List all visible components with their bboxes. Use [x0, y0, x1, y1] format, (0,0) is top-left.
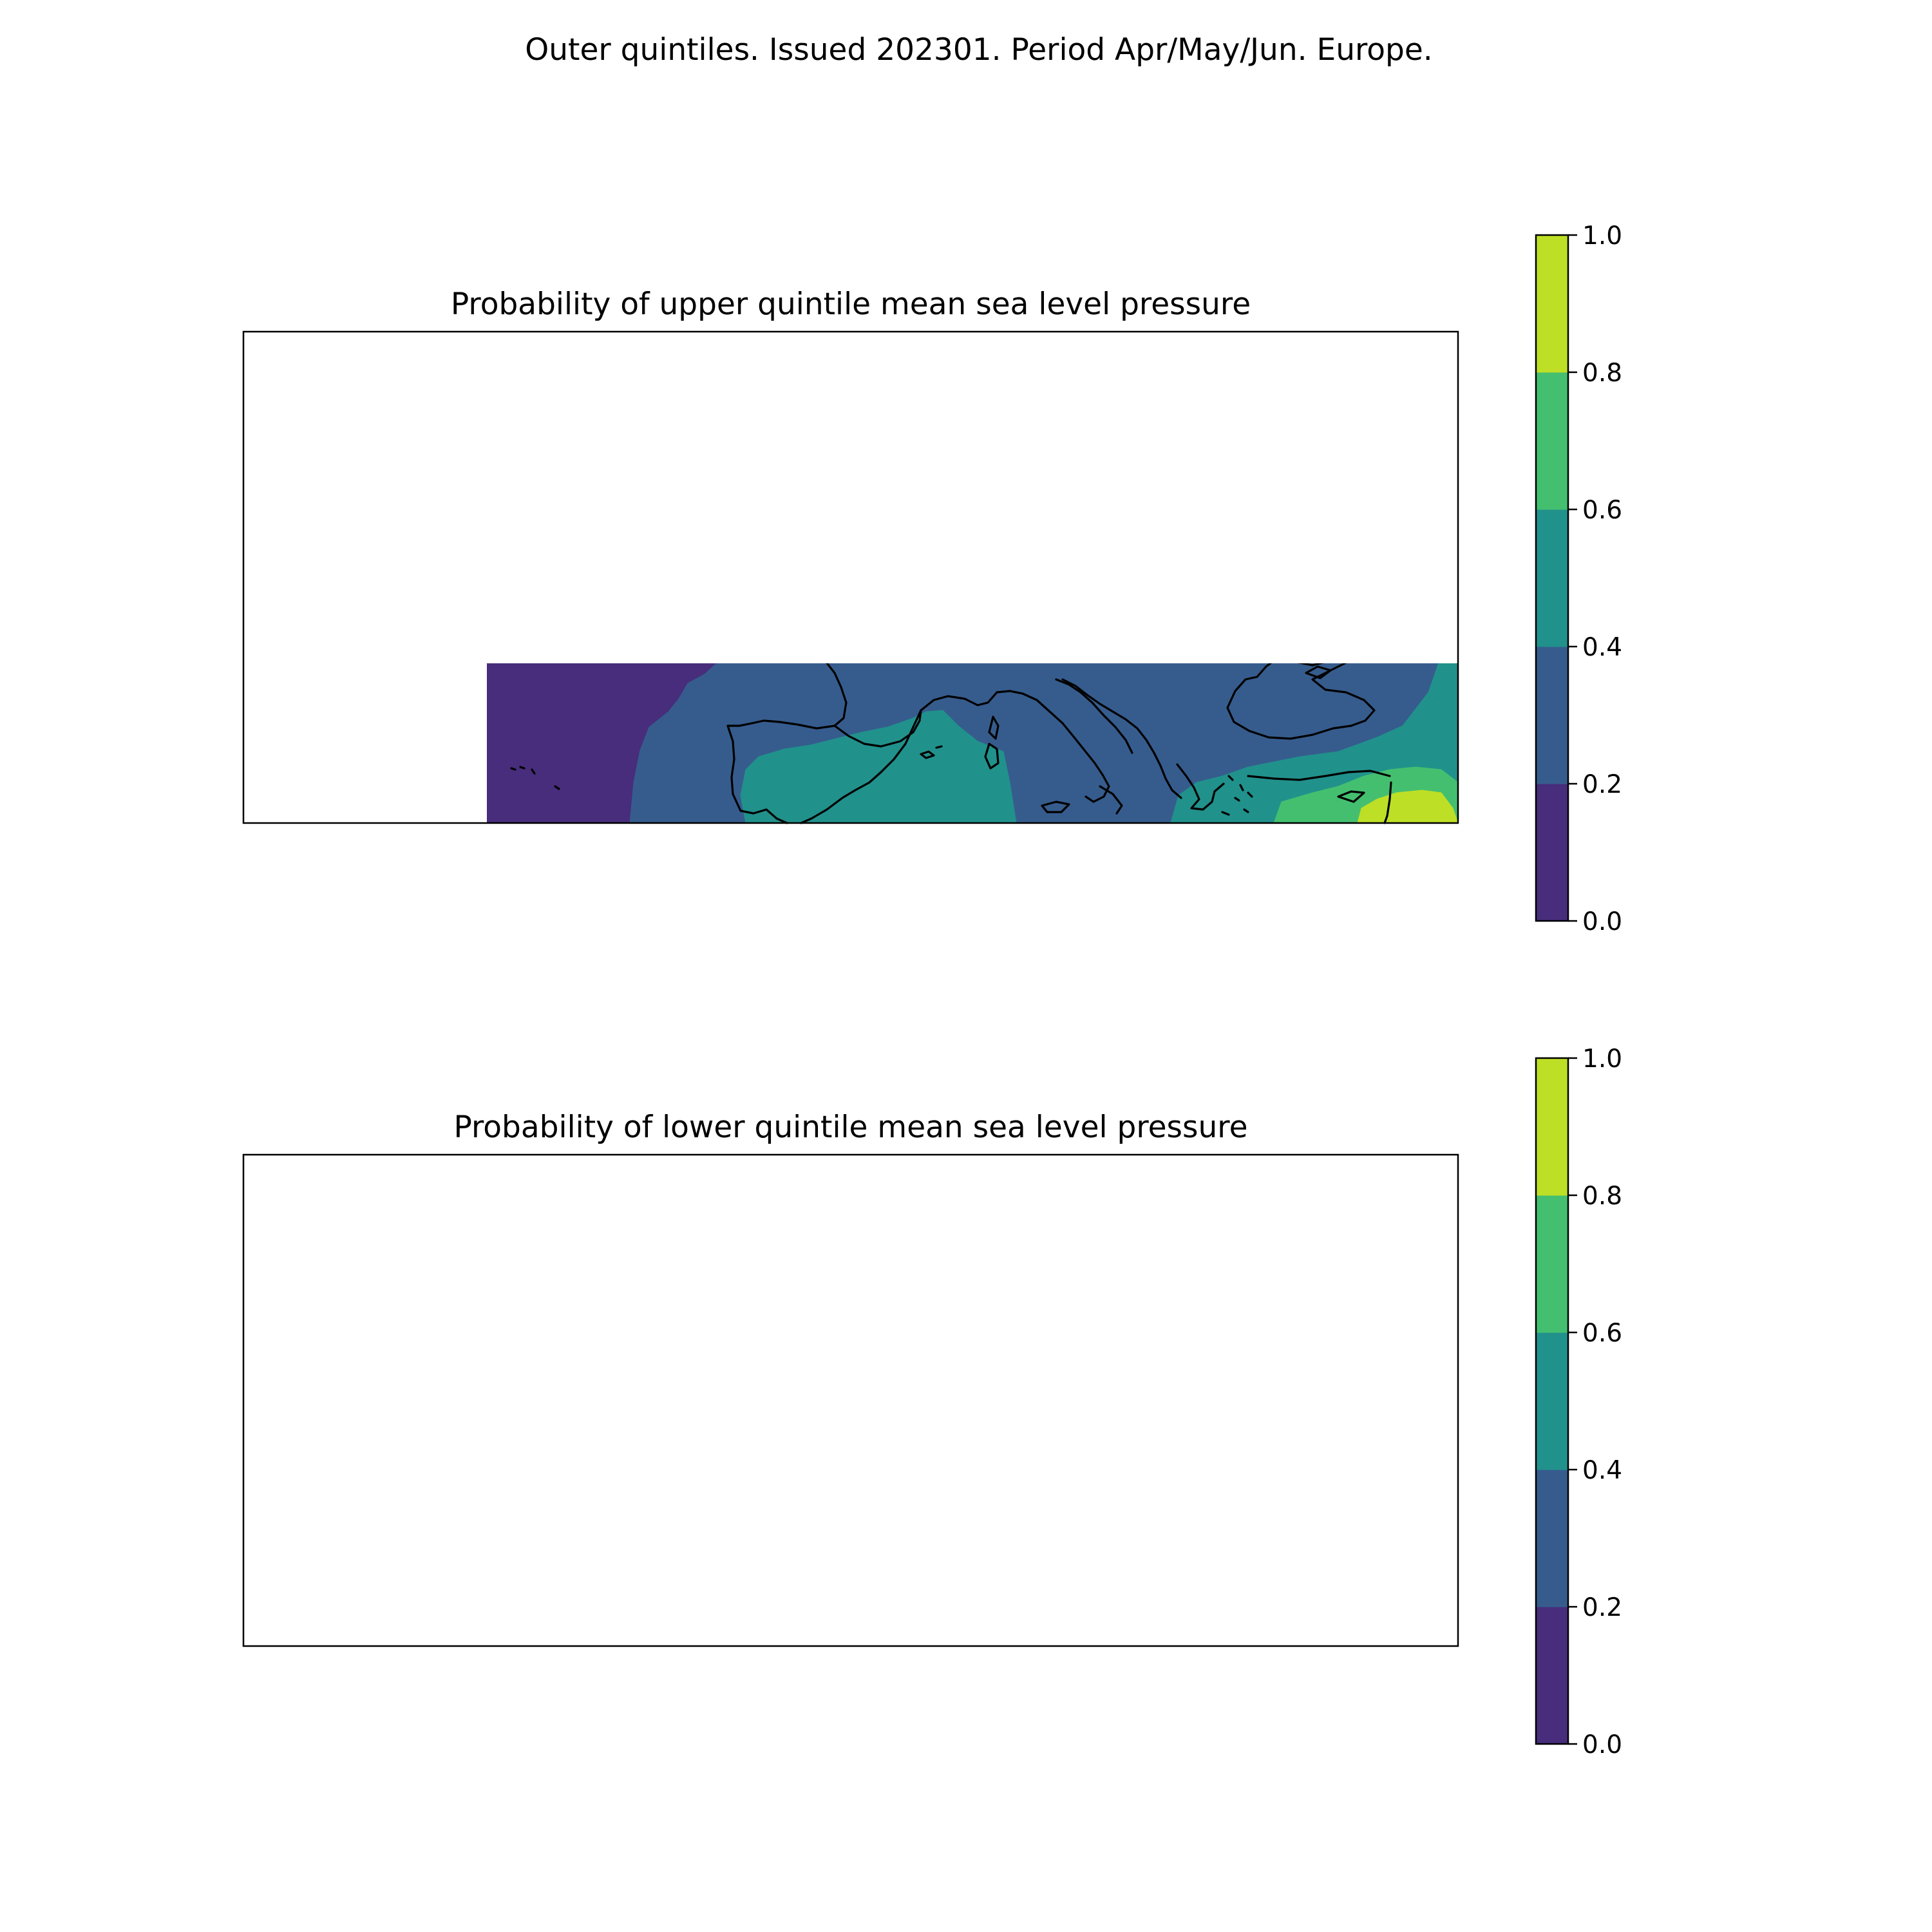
region-lower-level2-greenland [243, 1155, 578, 1262]
colorbar-segment [1536, 1058, 1568, 1196]
region-lower-level3 [243, 1155, 1042, 1646]
map-frame-upper [242, 330, 1459, 824]
region-upper-level0-east [1203, 504, 1287, 536]
figure-title: Outer quintiles. Issued 202301. Period A… [525, 32, 1432, 68]
colorbar-segment [1536, 509, 1568, 647]
colorbar-tick-label: 0.2 [1582, 770, 1622, 799]
region-lower-level2 [243, 1155, 1458, 1646]
map-lower-quintile: Probability of lower quintile mean sea l… [242, 1045, 1622, 1759]
colorbar-segment [1536, 372, 1568, 510]
region-lower-level0-east [1248, 1590, 1458, 1646]
colorbar-tick-label: 0.0 [1582, 907, 1622, 936]
colorbar-segment [1536, 784, 1568, 922]
colorbar-upper: 0.0 0.2 0.4 0.6 0.8 1.0 [1535, 222, 1622, 936]
coastline-lower [243, 1148, 1458, 1646]
region-upper-level1-north [1106, 393, 1248, 437]
region-lower-level3-south [488, 1559, 514, 1576]
colorbar-segment [1536, 1607, 1568, 1745]
colorbar-frame [1535, 1057, 1569, 1745]
colorbar-tick-label: 1.0 [1582, 1045, 1622, 1074]
map-frame-lower [242, 1153, 1459, 1647]
colorbar-frame [1535, 234, 1569, 922]
region-upper-level2 [740, 710, 1017, 824]
region-lower-level2-iceland [604, 1169, 707, 1198]
colorbar-lower: 0.0 0.2 0.4 0.6 0.8 1.0 [1535, 1045, 1622, 1759]
map-title-upper: Probability of upper quintile mean sea l… [451, 287, 1251, 322]
map-title-lower: Probability of lower quintile mean sea l… [453, 1110, 1247, 1145]
region-upper-level4 [1357, 790, 1459, 824]
colorbar-segment [1536, 235, 1568, 373]
colorbar-tick-label: 0.4 [1582, 633, 1622, 662]
colorbar-tick-label: 0.6 [1582, 496, 1622, 525]
colorbar-tick-label: 0.6 [1582, 1319, 1622, 1348]
region-lower-level2-north [810, 1155, 978, 1184]
region-upper-level1-west [243, 667, 260, 737]
colorbar-tick-label: 1.0 [1582, 222, 1622, 251]
colorbar-segment [1536, 647, 1568, 784]
colorbar-tick-label: 0.2 [1582, 1593, 1622, 1622]
colorbar-tick-label: 0.0 [1582, 1730, 1622, 1759]
region-lower-level0-africa [746, 1612, 952, 1646]
colorbar-segment [1536, 1195, 1568, 1333]
region-lower-level1 [617, 1341, 1458, 1646]
map-upper-quintile: Probability of upper quintile mean sea l… [242, 222, 1622, 936]
colorbar-segment [1536, 1332, 1568, 1470]
colorbar-tick-label: 0.4 [1582, 1456, 1622, 1485]
map-upper-fill [243, 393, 1459, 824]
colorbar-tick-label: 0.8 [1582, 359, 1622, 388]
colorbar-tick-label: 0.8 [1582, 1182, 1622, 1211]
colorbar-segment [1536, 1470, 1568, 1607]
map-lower-fill [243, 1148, 1458, 1646]
